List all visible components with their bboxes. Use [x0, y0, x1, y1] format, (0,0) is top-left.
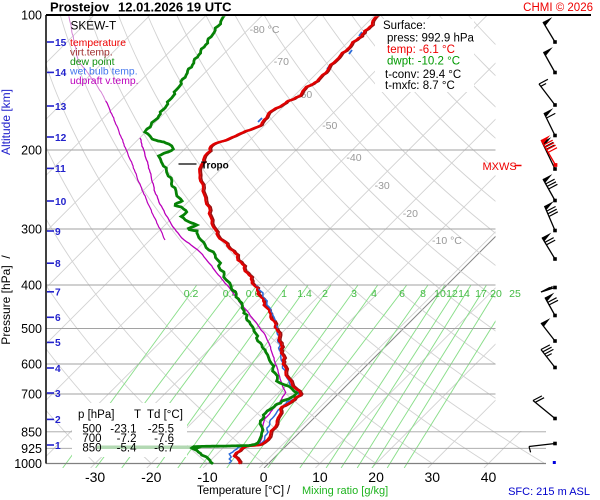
svg-text:t-conv: 29.4 °C: t-conv: 29.4 °C — [385, 69, 461, 81]
svg-text:-20: -20 — [403, 208, 418, 220]
svg-text:-30: -30 — [85, 469, 105, 485]
svg-text:-30: -30 — [375, 180, 390, 192]
svg-text:Surface:: Surface: — [383, 20, 426, 32]
svg-text:9: 9 — [55, 227, 61, 238]
svg-text:1000: 1000 — [14, 457, 42, 471]
svg-text:dwpt: -10.2 °C: dwpt: -10.2 °C — [387, 56, 460, 68]
svg-text:Mixing ratio [g/kg]: Mixing ratio [g/kg] — [302, 485, 388, 497]
svg-text:-10 °C: -10 °C — [432, 235, 462, 247]
svg-text:40: 40 — [481, 469, 497, 485]
svg-text:-60: -60 — [297, 89, 312, 101]
svg-text:-6.7: -6.7 — [154, 443, 174, 455]
svg-text:-25.5: -25.5 — [148, 424, 174, 436]
svg-text:700: 700 — [82, 433, 101, 445]
svg-text:850: 850 — [82, 443, 101, 455]
svg-text:Td [°C]: Td [°C] — [147, 409, 183, 421]
svg-text:-70: -70 — [274, 56, 289, 68]
svg-text:-50: -50 — [322, 120, 337, 132]
svg-text:17: 17 — [475, 288, 487, 300]
svg-text:15: 15 — [55, 38, 67, 49]
svg-text:10: 10 — [312, 469, 328, 485]
svg-text:/: / — [287, 485, 291, 497]
svg-text:1: 1 — [281, 288, 287, 300]
svg-text:-10: -10 — [197, 469, 217, 485]
svg-text:12.01.2026 19 UTC: 12.01.2026 19 UTC — [118, 0, 232, 15]
svg-text:udpraft v.temp.: udpraft v.temp. — [70, 76, 139, 87]
svg-text:12: 12 — [55, 133, 67, 144]
svg-text:temp: -6.1 °C: temp: -6.1 °C — [387, 44, 455, 56]
svg-text:14: 14 — [458, 288, 470, 300]
svg-text:Temperature [°C]: Temperature [°C] — [197, 485, 284, 497]
svg-text:SKEW-T: SKEW-T — [71, 19, 117, 33]
svg-text:1: 1 — [55, 441, 61, 452]
svg-text:-7.6: -7.6 — [154, 433, 174, 445]
svg-text:-5.4: -5.4 — [117, 443, 137, 455]
svg-text:100: 100 — [21, 9, 42, 23]
svg-text:6: 6 — [55, 313, 61, 324]
svg-text:10: 10 — [434, 288, 446, 300]
svg-text:2: 2 — [55, 415, 61, 426]
svg-text:wet bulb temp.: wet bulb temp. — [69, 67, 138, 78]
svg-text:4: 4 — [371, 288, 377, 300]
svg-text:virt.temp.: virt.temp. — [70, 47, 113, 58]
svg-text:Prostejov: Prostejov — [50, 0, 110, 15]
svg-text:10: 10 — [55, 197, 67, 208]
svg-text:temperature: temperature — [70, 38, 126, 49]
svg-text:T: T — [134, 409, 141, 421]
svg-text:-20: -20 — [141, 469, 161, 485]
svg-text:0.2: 0.2 — [184, 288, 199, 300]
svg-text:30: 30 — [425, 469, 441, 485]
svg-text:850: 850 — [21, 425, 42, 439]
svg-text:925: 925 — [21, 442, 42, 456]
svg-text:5: 5 — [55, 338, 61, 349]
svg-text:11: 11 — [55, 164, 66, 175]
svg-text:p [hPa]: p [hPa] — [78, 409, 114, 421]
svg-text:13: 13 — [55, 102, 67, 113]
svg-text:3: 3 — [351, 288, 357, 300]
svg-text:300: 300 — [21, 223, 42, 237]
svg-text:dew point: dew point — [70, 57, 115, 68]
svg-text:20: 20 — [490, 288, 502, 300]
svg-text:2: 2 — [322, 288, 328, 300]
svg-text:3: 3 — [55, 389, 61, 400]
svg-text:500: 500 — [82, 424, 101, 436]
svg-text:4: 4 — [55, 364, 61, 375]
svg-text:CHMI © 2026: CHMI © 2026 — [523, 2, 593, 14]
svg-text:8: 8 — [420, 288, 426, 300]
svg-text:8: 8 — [55, 259, 61, 270]
svg-text:700: 700 — [21, 388, 42, 402]
svg-text:-23.1: -23.1 — [110, 424, 136, 436]
svg-text:Altitude [km]: Altitude [km] — [0, 89, 13, 155]
svg-text:500: 500 — [21, 322, 42, 336]
svg-text:7: 7 — [55, 288, 61, 299]
svg-text:MXWS: MXWS — [483, 161, 517, 173]
svg-text:600: 600 — [21, 358, 42, 372]
svg-text:-40: -40 — [346, 152, 361, 164]
svg-text:400: 400 — [21, 279, 42, 293]
svg-text:-7.2: -7.2 — [117, 433, 137, 445]
svg-text:1.4: 1.4 — [297, 288, 312, 300]
svg-text:press: 992.9 hPa: press: 992.9 hPa — [387, 33, 475, 45]
svg-text:20: 20 — [368, 469, 384, 485]
svg-text:Tropo: Tropo — [201, 161, 229, 172]
svg-text:-80 °C: -80 °C — [250, 24, 280, 36]
svg-text:200: 200 — [21, 144, 42, 158]
svg-text:12: 12 — [446, 288, 458, 300]
svg-text:0: 0 — [260, 469, 268, 485]
svg-text:25: 25 — [509, 288, 521, 300]
svg-text:6: 6 — [399, 288, 405, 300]
svg-text:14: 14 — [55, 68, 67, 79]
svg-text:SFC: 215 m ASL: SFC: 215 m ASL — [508, 486, 590, 498]
svg-text:t-mxfc: 8.7 °C: t-mxfc: 8.7 °C — [385, 80, 455, 92]
svg-text:Pressure [hPa] /: Pressure [hPa] / — [0, 255, 13, 345]
